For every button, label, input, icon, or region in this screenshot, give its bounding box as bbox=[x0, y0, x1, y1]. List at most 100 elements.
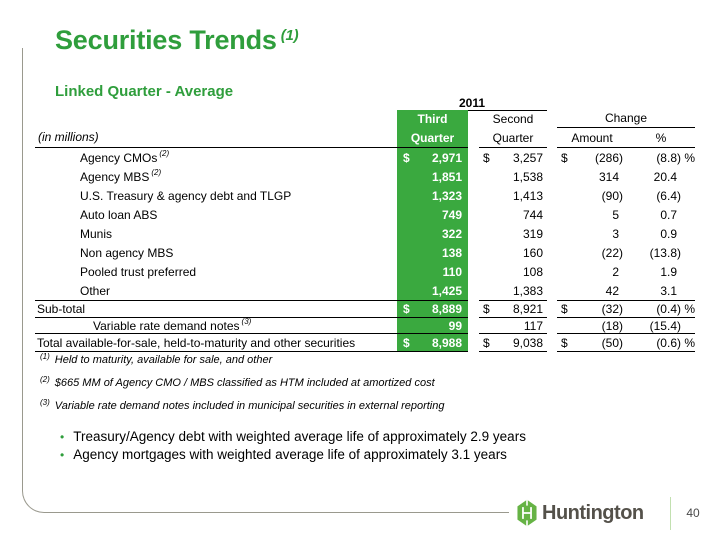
spacer bbox=[468, 186, 479, 205]
spacer bbox=[547, 167, 557, 186]
footnote-1-marker: (1) bbox=[40, 352, 50, 361]
third-quarter-value: 322 bbox=[397, 224, 468, 243]
table-row: Agency MBS (2) 1,851 1,538 314 20.4 bbox=[35, 167, 695, 186]
row-footnote-ref: (2) bbox=[159, 149, 170, 158]
table-row: Pooled trust preferred 110 108 2 1.9 bbox=[35, 262, 695, 281]
second-quarter-value: $3,257 bbox=[483, 150, 543, 165]
row-label: Non agency MBS bbox=[80, 245, 174, 260]
table-year-row: 2011 bbox=[35, 96, 695, 111]
footnote-2-marker: (2) bbox=[40, 375, 50, 384]
page-title-text: Securities Trends bbox=[55, 25, 277, 55]
spacer bbox=[468, 167, 479, 186]
table-header-row-2: (in millions) Quarter Quarter Amount % bbox=[35, 128, 695, 148]
third-quarter-value: 138 bbox=[397, 243, 468, 262]
change-amount-value: (90) bbox=[601, 188, 623, 203]
change-amount-value: $ (50) bbox=[557, 334, 627, 352]
second-quarter-value: 160 bbox=[522, 245, 543, 260]
third-quarter-value: 1,323 bbox=[397, 186, 468, 205]
second-quarter-value: 744 bbox=[522, 207, 543, 222]
change-amount-value: (18) bbox=[557, 318, 627, 334]
spacer bbox=[468, 205, 479, 224]
table-row: Non agency MBS 138 160 (22) (13.8) bbox=[35, 243, 695, 262]
spacer bbox=[547, 186, 557, 205]
spacer bbox=[547, 318, 557, 334]
change-percent-value: 20.4 bbox=[653, 169, 677, 184]
third-quarter-value: $8,889 bbox=[397, 300, 468, 318]
list-item: • Agency mortgages with weighted average… bbox=[60, 446, 526, 464]
spacer bbox=[468, 334, 479, 352]
change-percent-value: (0.6)% bbox=[627, 334, 695, 352]
second-quarter-value: 108 bbox=[522, 264, 543, 279]
securities-table: 2011 Third Second Change (in millions) Q… bbox=[35, 96, 695, 352]
row-label: Munis bbox=[80, 226, 113, 241]
footer-divider bbox=[670, 497, 671, 530]
row-label: Auto loan ABS bbox=[80, 207, 158, 222]
row-label: Total available-for-sale, held-to-maturi… bbox=[35, 334, 397, 352]
page-title: Securities Trends (1) bbox=[55, 25, 299, 56]
spacer bbox=[547, 281, 557, 300]
change-percent-value: 0.7 bbox=[660, 207, 677, 222]
third-quarter-value: 749 bbox=[397, 205, 468, 224]
footnote-2: (2) $665 MM of Agency CMO / MBS classifi… bbox=[40, 375, 435, 389]
spacer bbox=[547, 262, 557, 281]
bullet-icon: • bbox=[60, 448, 65, 462]
footnote-3-marker: (3) bbox=[40, 398, 50, 407]
spacer bbox=[468, 262, 479, 281]
change-amount-value: $ (286) bbox=[561, 150, 623, 165]
row-label: Variable rate demand notes (3) bbox=[35, 317, 397, 334]
third-quarter-value: 110 bbox=[397, 262, 468, 281]
change-amount-value: 42 bbox=[605, 283, 619, 298]
table-row: Total available-for-sale, held-to-maturi… bbox=[35, 334, 695, 352]
footnote-3: (3) Variable rate demand notes included … bbox=[40, 398, 445, 412]
bullet-text: Treasury/Agency debt with weighted avera… bbox=[73, 429, 526, 444]
second-quarter-value: 319 bbox=[522, 226, 543, 241]
spacer bbox=[547, 334, 557, 352]
change-percent-value: 1.9 bbox=[660, 264, 677, 279]
spacer bbox=[468, 148, 479, 167]
second-quarter-value: 1,413 bbox=[512, 188, 543, 203]
spacer bbox=[468, 300, 479, 318]
spacer bbox=[547, 224, 557, 243]
third-quarter-header-line2: Quarter bbox=[397, 128, 468, 148]
third-quarter-value: $2,971 bbox=[397, 148, 468, 167]
spacer bbox=[547, 205, 557, 224]
change-amount-value: 314 bbox=[598, 169, 619, 184]
second-quarter-header-line2: Quarter bbox=[479, 128, 547, 148]
footnote-1: (1) Held to maturity, available for sale… bbox=[40, 352, 272, 366]
change-percent-value: 3.1 bbox=[660, 283, 677, 298]
title-footnote-ref: (1) bbox=[280, 27, 299, 44]
footnote-3-text: Variable rate demand notes included in m… bbox=[54, 400, 445, 412]
table-body: Agency CMOs (2) $2,971 $3,257 $ (286) (8.8)% Ag… bbox=[35, 148, 695, 352]
row-label: U.S. Treasury & agency debt and TLGP bbox=[80, 188, 292, 203]
bullet-list: • Treasury/Agency debt with weighted ave… bbox=[60, 428, 526, 464]
change-percent-value: (13.8) bbox=[649, 245, 681, 260]
second-quarter-value: $9,038 bbox=[479, 334, 547, 352]
huntington-wordmark: Huntington bbox=[542, 502, 644, 524]
page-subtitle: Linked Quarter - Average bbox=[55, 83, 234, 100]
table-row: Variable rate demand notes (3) 99 117 (18) (1… bbox=[35, 317, 695, 334]
change-header: Change bbox=[557, 110, 695, 128]
list-item: • Treasury/Agency debt with weighted ave… bbox=[60, 428, 526, 446]
table-header-row-1: Third Second Change bbox=[35, 110, 695, 128]
change-amount-header: Amount bbox=[557, 128, 627, 148]
spacer bbox=[547, 243, 557, 262]
change-percent-value: (6.4) bbox=[656, 188, 681, 203]
year-header: 2011 bbox=[397, 96, 547, 111]
third-quarter-value: 99 bbox=[397, 318, 468, 334]
row-label: Agency CMOs (2) bbox=[80, 149, 170, 165]
spacer bbox=[468, 243, 479, 262]
row-label: Pooled trust preferred bbox=[80, 264, 197, 279]
change-amount-value: 2 bbox=[612, 264, 619, 279]
spacer bbox=[547, 148, 557, 167]
table-row: U.S. Treasury & agency debt and TLGP 1,32… bbox=[35, 186, 695, 205]
table-row: Auto loan ABS 749 744 5 0.7 bbox=[35, 205, 695, 224]
change-amount-value: $ (32) bbox=[557, 300, 627, 318]
slide-frame-border bbox=[22, 48, 509, 513]
row-footnote-ref: (2) bbox=[151, 168, 162, 177]
table-row: Sub-total $8,889 $8,921 $ (32) (0.4)% bbox=[35, 300, 695, 318]
spacer bbox=[468, 281, 479, 300]
third-quarter-value: $8,988 bbox=[397, 334, 468, 352]
third-quarter-header: Third bbox=[397, 110, 468, 128]
spacer bbox=[547, 300, 557, 318]
row-label: Agency MBS (2) bbox=[80, 168, 162, 184]
